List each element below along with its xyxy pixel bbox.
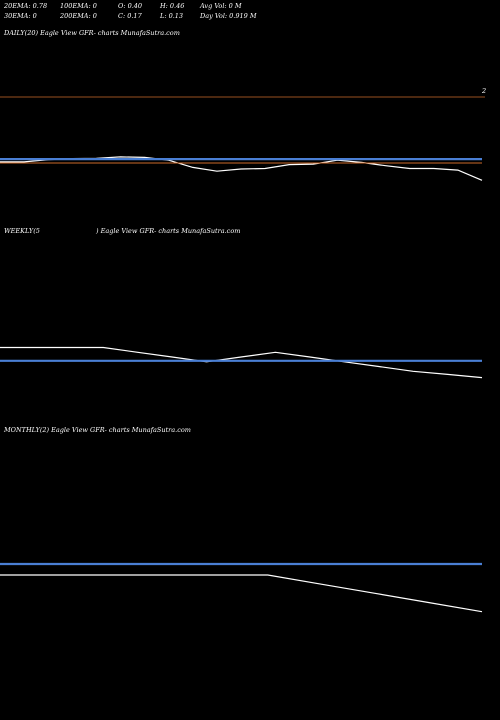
stat-high: H: 0.46 [160,2,185,10]
daily-panel-label: DAILY(20) Eagle View GFR- charts MunafaS… [4,29,180,37]
stat-30ema: 30EMA: 0 [4,12,37,20]
stat-day-vol: Day Vol: 0.919 M [200,12,257,20]
stat-avg-vol: Avg Vol: 0 M [200,2,242,10]
stat-low: L: 0.13 [160,12,184,20]
daily-price-line [0,156,483,181]
daily-price-tag: 2 [482,87,487,95]
monthly-panel-label: MONTHLY(2) Eagle View GFR- charts Munafa… [4,426,191,434]
stat-open: O: 0.40 [118,2,143,10]
stat-100ema: 100EMA: 0 [60,2,97,10]
stat-20ema: 20EMA: 0.78 [4,2,48,10]
weekly-panel-label-right: ) Eagle View GFR- charts MunafaSutra.com [96,227,241,235]
monthly-price-line [0,574,483,613]
weekly-panel-label-left: WEEKLY(5 [4,227,40,235]
stat-200ema: 200EMA: 0 [60,12,97,20]
stat-close: C: 0.17 [118,12,142,20]
weekly-price-line [0,346,483,379]
